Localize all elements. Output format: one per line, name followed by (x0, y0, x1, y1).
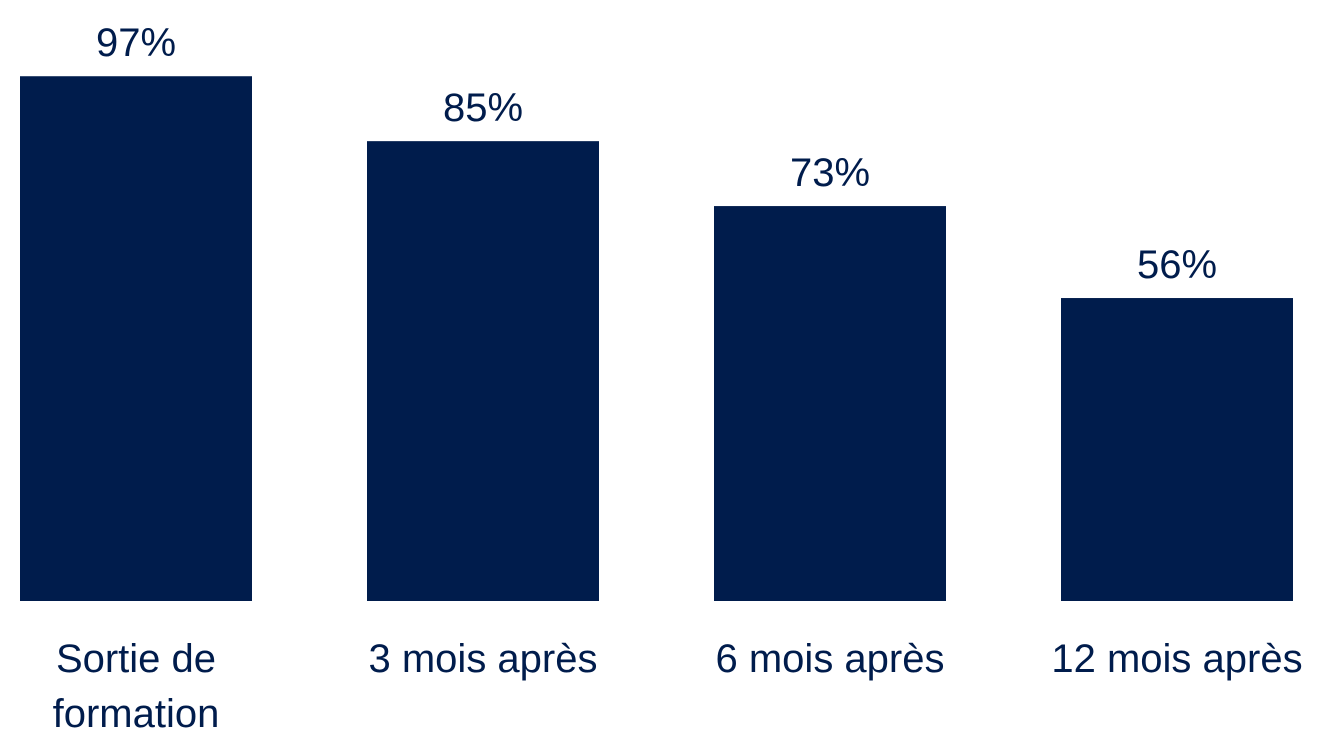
x-tick-label: 3 mois après (368, 637, 598, 681)
x-tick-label: 12 mois après (1051, 637, 1303, 681)
value-label: 56% (1137, 243, 1217, 287)
x-tick-label: 6 mois après (715, 637, 945, 681)
bar (1061, 298, 1293, 601)
value-label: 97% (96, 21, 176, 65)
bar (367, 141, 599, 601)
bar (20, 76, 252, 602)
bar (714, 206, 946, 601)
value-label: 73% (790, 151, 870, 195)
value-label: 85% (443, 86, 523, 130)
x-tick-label: Sortie de formation (52, 637, 220, 736)
